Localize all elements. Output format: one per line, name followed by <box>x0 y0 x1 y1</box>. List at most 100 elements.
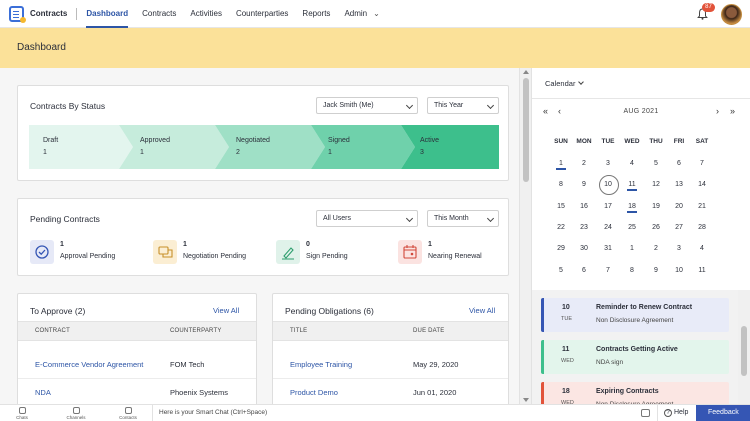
calendar-day[interactable]: 25 <box>628 223 636 231</box>
calendar-day[interactable]: 9 <box>582 181 586 189</box>
next-month-icon[interactable]: › <box>716 106 719 116</box>
next-year-icon[interactable]: » <box>730 106 736 116</box>
calendar-day[interactable]: 29 <box>557 245 565 253</box>
scrollbar-thumb[interactable] <box>741 326 747 376</box>
period-filter-select[interactable]: This Month <box>427 210 499 227</box>
calendar-day[interactable]: 24 <box>604 223 612 231</box>
nav-item-activities[interactable]: Activities <box>190 8 222 18</box>
event-day: 11 <box>562 346 570 353</box>
calendar-day[interactable]: 30 <box>580 245 588 253</box>
column-header[interactable]: COUNTERPARTY <box>170 328 222 334</box>
calendar-day[interactable]: 15 <box>557 202 565 210</box>
calendar-day[interactable]: 17 <box>604 202 612 210</box>
calendar-day[interactable]: 6 <box>677 160 681 167</box>
calendar-day[interactable]: 10 <box>675 266 683 274</box>
calendar-day[interactable]: 6 <box>582 266 586 274</box>
calendar-day[interactable]: 27 <box>675 223 683 231</box>
calendar-day[interactable]: 12 <box>652 181 660 189</box>
contract-link[interactable]: NDA <box>35 388 51 397</box>
calendar-day[interactable]: 8 <box>559 181 563 189</box>
calendar-dropdown[interactable]: Calendar <box>545 79 585 88</box>
calendar-day[interactable]: 19 <box>652 202 660 210</box>
event-item[interactable]: 11 WED Contracts Getting Active NDA sign <box>541 340 729 374</box>
chats-button[interactable]: Chats <box>8 407 36 420</box>
user-avatar[interactable] <box>721 4 742 25</box>
nav-more-chevron-icon[interactable]: ⌄ <box>373 9 380 18</box>
calendar-day[interactable]: 2 <box>582 160 586 167</box>
calendar-day[interactable]: 4 <box>700 245 704 253</box>
calendar-day[interactable]: 18 <box>622 203 642 213</box>
calendar-day[interactable]: 8 <box>630 266 634 274</box>
column-header[interactable]: CONTRACT <box>35 328 70 334</box>
screen-icon[interactable] <box>641 409 650 417</box>
events-scrollbar[interactable] <box>738 290 750 404</box>
nearing-renewal-item[interactable]: 1 Nearing Renewal <box>398 238 503 266</box>
calendar-day[interactable]: 10 <box>598 175 619 196</box>
calendar-day[interactable]: 1 <box>630 245 634 253</box>
calendar-day[interactable]: 14 <box>698 181 706 189</box>
nav-item-contracts[interactable]: Contracts <box>142 8 177 18</box>
calendar-day[interactable]: 21 <box>698 202 706 210</box>
users-filter-select[interactable]: All Users <box>316 210 418 227</box>
previous-year-icon[interactable]: « <box>543 106 549 116</box>
previous-month-icon[interactable]: ‹ <box>558 106 561 116</box>
calendar-day[interactable]: 9 <box>654 266 658 274</box>
obligation-link[interactable]: Product Demo <box>290 388 338 397</box>
calendar-day[interactable]: 3 <box>677 245 681 253</box>
calendar-day[interactable]: 28 <box>698 223 706 231</box>
calendar-day[interactable]: 7 <box>606 266 610 274</box>
page-title: Dashboard <box>17 42 66 53</box>
calendar-day[interactable]: 5 <box>654 160 658 167</box>
owner-filter-select[interactable]: Jack Smith (Me) <box>316 97 418 114</box>
pending-count: 1 <box>183 241 187 248</box>
period-filter-select[interactable]: This Year <box>427 97 499 114</box>
smart-chat-input[interactable]: Here is your Smart Chat (Ctrl+Space) <box>152 405 640 421</box>
weekday-header: THU <box>649 138 663 145</box>
column-header[interactable]: DUE DATE <box>413 328 445 334</box>
nav-item-counterparties[interactable]: Counterparties <box>235 8 289 18</box>
nav-item-admin[interactable]: Admin <box>344 8 368 18</box>
calendar-day[interactable]: 5 <box>559 266 563 274</box>
notification-count-badge: 87 <box>702 3 715 12</box>
calendar-day[interactable]: 4 <box>630 160 634 167</box>
calendar-day[interactable]: 22 <box>557 223 565 231</box>
calendar-day[interactable]: 31 <box>604 245 612 253</box>
feedback-button[interactable]: Feedback <box>696 405 750 421</box>
stage-label: Approved <box>140 137 170 144</box>
stage-signed-shape <box>311 125 415 169</box>
calendar-day[interactable]: 11 <box>698 266 706 274</box>
calendar-day[interactable]: 2 <box>654 245 658 253</box>
contract-link[interactable]: E-Commerce Vendor Agreement <box>35 360 144 369</box>
help-button[interactable]: ? Help <box>657 405 688 421</box>
scroll-down-arrow-icon[interactable] <box>523 398 529 402</box>
calendar-day[interactable]: 1 <box>551 160 571 170</box>
app-logo[interactable]: Contracts <box>9 0 67 28</box>
calendar-day[interactable]: 26 <box>652 223 660 231</box>
calendar-day[interactable]: 20 <box>675 202 683 210</box>
counterparty-cell: FOM Tech <box>170 360 205 369</box>
calendar-day[interactable]: 3 <box>606 160 610 167</box>
nav-item-reports[interactable]: Reports <box>302 8 331 18</box>
calendar-day[interactable]: 23 <box>580 223 588 231</box>
calendar-day[interactable]: 16 <box>580 202 588 210</box>
event-subtitle: NDA sign <box>596 359 624 366</box>
event-item[interactable]: 10 TUE Reminder to Renew Contract Non Di… <box>541 298 729 332</box>
column-header[interactable]: TITLE <box>290 328 308 334</box>
negotiation-pending-item[interactable]: 1 Negotiation Pending <box>153 238 271 266</box>
stage-count: 1 <box>140 149 144 156</box>
view-all-link[interactable]: View All <box>469 306 496 315</box>
calendar-day[interactable]: 11 <box>622 181 642 192</box>
scrollbar-thumb[interactable] <box>523 78 529 182</box>
scroll-up-arrow-icon[interactable] <box>523 70 529 74</box>
view-all-link[interactable]: View All <box>213 306 240 315</box>
nav-item-dashboard[interactable]: Dashboard <box>86 0 128 28</box>
owner-filter-value: Jack Smith (Me) <box>323 102 374 109</box>
obligation-link[interactable]: Employee Training <box>290 360 353 369</box>
channels-button[interactable]: Channels <box>62 407 90 420</box>
calendar-day[interactable]: 13 <box>675 181 683 189</box>
sign-pending-item[interactable]: 0 Sign Pending <box>276 238 386 266</box>
contacts-button[interactable]: Contacts <box>114 407 142 420</box>
main-scrollbar[interactable] <box>519 68 531 404</box>
approval-pending-item[interactable]: 1 Approval Pending <box>30 238 148 266</box>
calendar-day[interactable]: 7 <box>700 160 704 167</box>
